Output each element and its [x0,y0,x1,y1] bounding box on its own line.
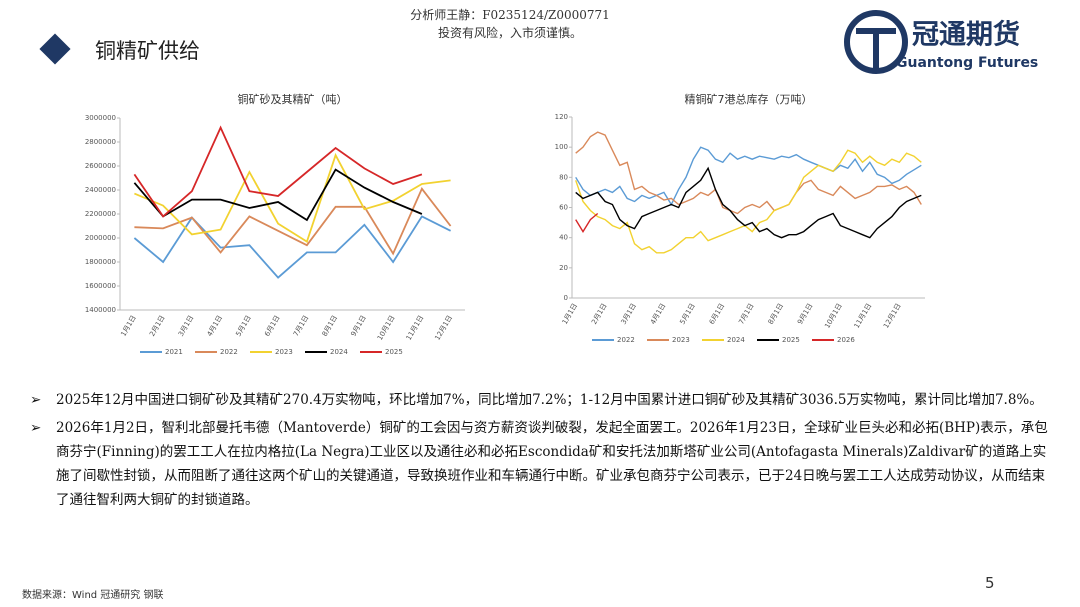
y-tick-label: 3000000 [85,114,116,122]
x-tick-label: 12月1日 [433,314,454,342]
x-tick-label: 2月1日 [590,302,608,326]
section-icon [39,33,71,65]
y-tick-label: 2000000 [85,234,116,242]
x-tick-label: 3月1日 [620,302,638,326]
legend-label: 2022 [617,336,635,344]
logo-ring [844,10,908,74]
x-tick-label: 3月1日 [177,314,195,338]
x-tick-label: 8月1日 [767,302,785,326]
series-line [134,152,451,243]
legend-label: 2024 [330,348,348,356]
series-line [575,146,922,206]
series-line [575,149,922,254]
chart-title: 精铜矿7港总库存（万吨） [685,92,813,106]
series-line [575,166,922,239]
y-tick-label: 80 [559,173,568,181]
y-tick-label: 1600000 [85,282,116,290]
x-tick-label: 11月1日 [405,314,426,342]
x-tick-label: 6月1日 [263,314,281,338]
x-tick-label: 1月1日 [119,314,137,338]
bullet: 2025年12月中国进口铜矿砂及其精矿270.4万实物吨，环比增加7%，同比增加… [30,388,1050,412]
series-line [134,187,452,256]
legend-label: 2022 [220,348,238,356]
y-tick-label: 0 [564,294,568,302]
bullets: 2025年12月中国进口铜矿砂及其精矿270.4万实物吨，环比增加7%，同比增加… [30,388,1050,516]
logo-bar [856,28,896,34]
analyst: 分析师王静：F0235124/Z0000771 [410,8,610,22]
x-tick-label: 7月1日 [737,302,755,326]
y-tick-label: 100 [555,143,568,151]
logo-stem [873,34,879,68]
legend-label: 2023 [672,336,690,344]
y-tick-label: 2400000 [85,186,116,194]
series-line [133,125,423,218]
chart-title: 铜矿砂及其精矿（吨） [238,92,348,106]
x-tick-label: 8月1日 [321,314,339,338]
x-tick-label: 5月1日 [678,302,696,326]
y-tick-label: 1400000 [85,306,116,314]
x-tick-label: 11月1日 [853,302,874,330]
series-line [575,131,922,215]
legend-label: 2021 [165,348,183,356]
page-number: 5 [985,574,995,592]
series-line [133,168,423,222]
source: 数据来源：Wind 冠通研究 钢联 [22,590,164,601]
x-tick-label: 1月1日 [561,302,579,326]
x-tick-label: 2月1日 [148,314,166,338]
section-title: 铜精矿供给 [95,39,200,63]
x-tick-label: 12月1日 [882,302,903,330]
x-tick-label: 4月1日 [206,314,224,338]
bullet: 2026年1月2日，智利北部曼托韦德（Mantoverde）铜矿的工会因与资方薪… [30,416,1050,512]
logo-en: Guantong Futures [896,55,1038,71]
legend-label: 2023 [275,348,293,356]
x-tick-label: 7月1日 [292,314,310,338]
legend-label: 2024 [727,336,745,344]
series-line [575,212,599,233]
legend-label: 2025 [782,336,800,344]
y-tick-label: 2800000 [85,138,116,146]
x-tick-label: 5月1日 [234,314,252,338]
legend-label: 2025 [385,348,403,356]
x-tick-label: 10月1日 [376,314,397,342]
x-tick-label: 6月1日 [708,302,726,326]
risk-note: 投资有风险，入市须谨慎。 [437,26,582,40]
x-tick-label: 10月1日 [823,302,844,330]
y-tick-label: 120 [555,113,568,121]
series-line [133,215,452,279]
y-tick-label: 60 [559,204,568,212]
charts: 铜精矿供给 冠通期货 Guantong Futures 铜矿砂及其精矿（吨） 14… [39,10,1038,356]
x-tick-label: 4月1日 [649,302,667,326]
y-tick-label: 40 [559,234,568,242]
legend-label: 2026 [837,336,855,344]
y-tick-label: 20 [559,264,568,272]
y-tick-label: 1800000 [85,258,116,266]
y-tick-label: 2600000 [85,162,116,170]
x-tick-label: 9月1日 [796,302,814,326]
y-tick-label: 2200000 [85,210,116,218]
logo-cn: 冠通期货 [912,19,1020,51]
x-tick-label: 9月1日 [349,314,367,338]
